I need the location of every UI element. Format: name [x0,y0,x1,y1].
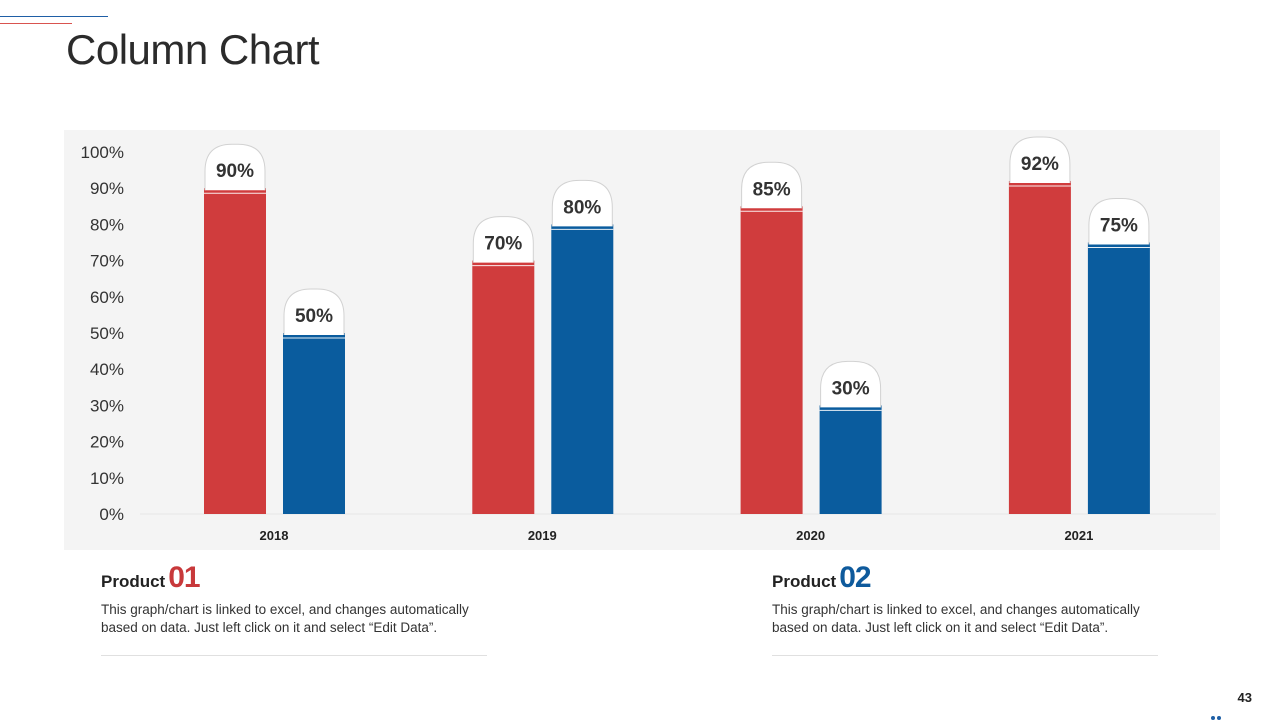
data-label-callout [1088,198,1150,245]
legend-product-number: 02 [839,561,871,594]
y-tick-label: 90% [90,179,124,198]
column-chart-svg: 0% 10% 20% 30% 40% 50% 60% 70% 80% 90% 100% 2018 90%… [81,136,1216,543]
legend-heading: Product 02 [772,563,1162,593]
legend-description: This graph/chart is linked to excel, and… [101,602,469,635]
legend-divider [101,655,487,656]
bar-2020-series2 [819,405,882,514]
y-tick-label: 70% [90,252,124,271]
bar-2018-series2 [283,333,345,514]
legend-product-name: Product [101,572,166,591]
legend-description: This graph/chart is linked to excel, and… [772,602,1140,635]
data-label-callout [820,360,882,408]
data-label: 92% [1021,154,1059,175]
data-label: 75% [1100,216,1138,237]
data-label: 85% [753,179,791,200]
bar-2019-series1 [472,260,535,514]
y-tick-label: 80% [90,215,124,234]
data-label: 90% [216,161,254,182]
bar-2020-series1 [740,206,803,515]
header-accent-line-red [0,23,72,24]
data-label: 70% [484,234,522,255]
page-dots-decoration [1211,707,1223,725]
data-label-callout [472,216,534,263]
column-chart: 0% 10% 20% 30% 40% 50% 60% 70% 80% 90% 100% 2018 90%… [64,130,1220,550]
data-label: 80% [563,197,601,218]
data-label-callout [283,288,345,335]
y-tick-label: 20% [90,433,124,452]
x-category-label: 2021 [1064,528,1093,543]
legend-product-number: 01 [168,561,200,594]
slide-title: Column Chart [66,26,320,73]
legend-product-01: Product 01 This graph/chart is linked to… [101,563,491,656]
y-tick-label: 30% [90,396,124,415]
data-label: 50% [295,306,333,327]
x-category-label: 2020 [796,528,825,543]
bar-2019-series2 [551,224,614,514]
bar-2018-series1 [204,188,266,514]
data-label-callout [204,143,266,191]
legend-product-02: Product 02 This graph/chart is linked to… [772,563,1162,656]
data-label-callout [1009,136,1071,183]
data-label: 30% [832,378,870,399]
bar-2021-series2 [1087,242,1150,514]
y-tick-label: 10% [90,469,124,488]
y-tick-label: 100% [81,143,124,162]
page-number: 43 [1237,690,1252,705]
y-tick-label: 60% [90,288,124,307]
bar-2021-series1 [1008,180,1071,514]
y-tick-label: 50% [90,324,124,343]
data-label-callout [551,179,613,227]
legend-product-name: Product [772,572,837,591]
data-label-callout [741,161,803,209]
x-category-label: 2019 [528,528,557,543]
y-tick-label: 40% [90,360,124,379]
header-accent-line-blue [0,16,108,17]
x-category-label: 2018 [260,528,289,543]
legend-divider [772,655,1158,656]
y-tick-label: 0% [99,505,124,524]
legend-heading: Product 01 [101,563,491,593]
